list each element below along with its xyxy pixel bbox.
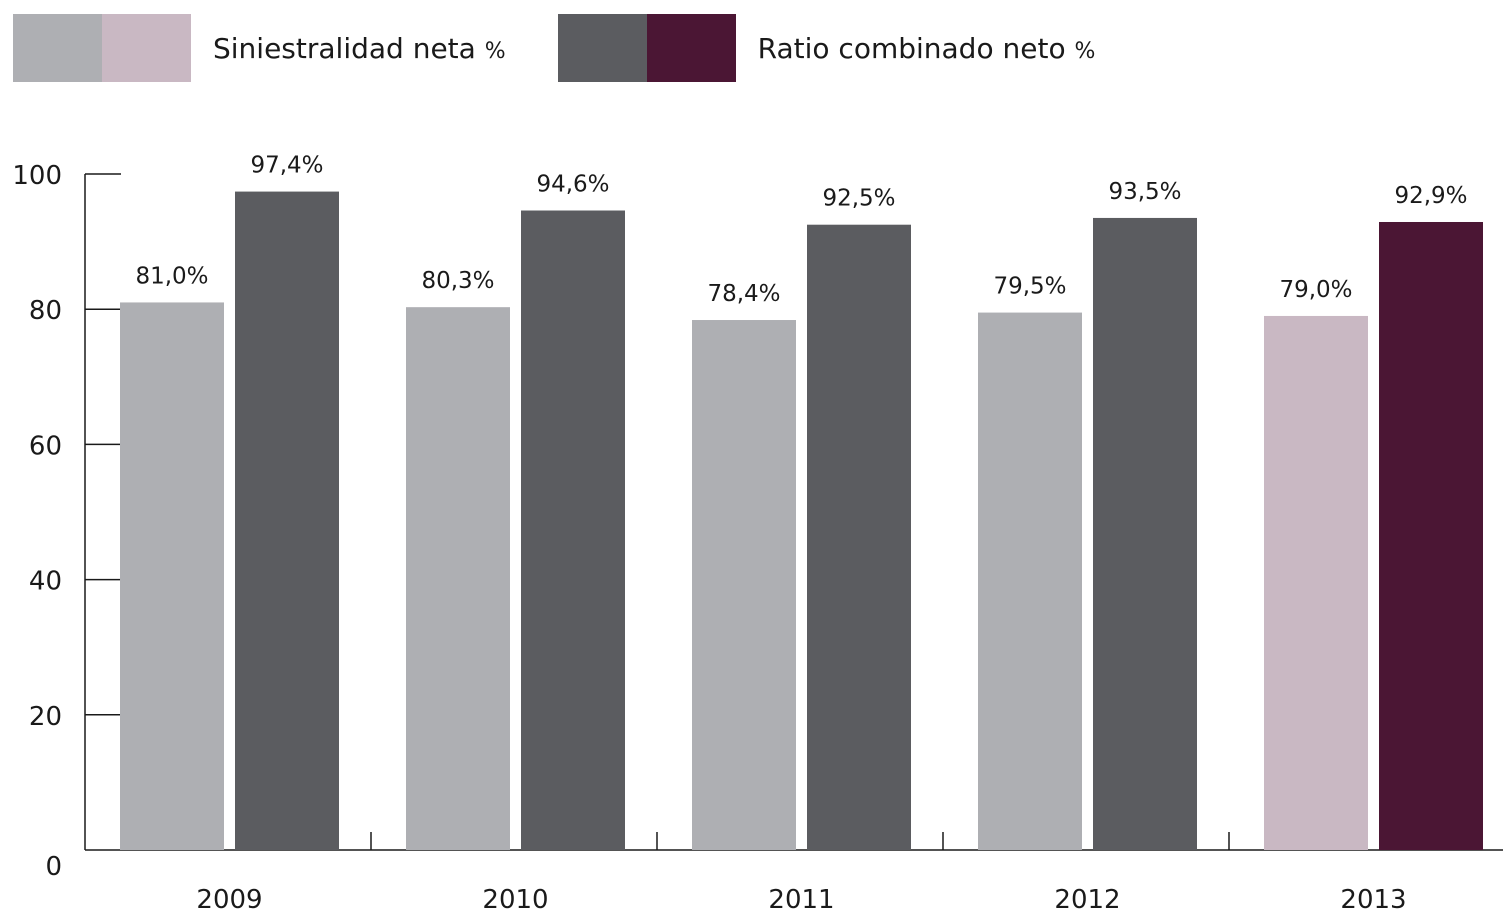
bar	[1093, 217, 1197, 850]
legend-swatch-color	[13, 14, 102, 82]
legend-swatch-highlight-color	[102, 14, 191, 82]
legend-swatch-color	[557, 14, 647, 82]
legend-label-ratio-combinado: Ratio combinado neto %	[758, 32, 1096, 65]
chart-legend: Siniestralidad neta % Ratio combinado ne…	[13, 14, 1095, 82]
legend-label-siniestralidad: Siniestralidad neta %	[213, 32, 506, 65]
y-tick-label: 100	[12, 161, 62, 191]
legend-swatch-highlight-color	[646, 14, 736, 82]
y-tick-label: 20	[29, 702, 62, 732]
bar	[1264, 315, 1368, 851]
legend-item-ratio-combinado: Ratio combinado neto %	[557, 14, 1096, 82]
data-label: 79,5%	[993, 274, 1066, 300]
bar	[120, 302, 224, 850]
data-label: 93,5%	[1108, 179, 1181, 205]
data-label: 80,3%	[421, 268, 494, 294]
legend-item-siniestralidad: Siniestralidad neta %	[13, 14, 506, 82]
data-label: 92,9%	[1394, 183, 1467, 209]
x-tick-label: 2011	[768, 885, 834, 915]
data-label: 92,5%	[822, 186, 895, 212]
legend-label-unit: %	[484, 38, 506, 64]
data-label: 97,4%	[250, 153, 323, 179]
bar	[406, 307, 510, 850]
bar	[692, 320, 796, 850]
data-label: 79,0%	[1279, 277, 1352, 303]
bar	[521, 210, 625, 850]
data-label: 78,4%	[707, 281, 780, 307]
bar	[807, 224, 911, 850]
y-tick-label: 40	[29, 567, 62, 597]
x-tick-label: 2013	[1340, 885, 1406, 915]
legend-swatch-siniestralidad	[13, 14, 191, 82]
legend-swatch-ratio-combinado	[557, 14, 736, 82]
legend-label-text: Siniestralidad neta	[213, 31, 476, 65]
legend-label-text: Ratio combinado neto	[757, 31, 1066, 65]
bar	[235, 191, 339, 851]
legend-label-unit: %	[1074, 38, 1096, 64]
y-tick-label: 60	[29, 431, 62, 461]
x-tick-label: 2012	[1054, 885, 1120, 915]
y-tick-label: 0	[45, 852, 62, 882]
bar	[978, 312, 1082, 851]
x-tick-label: 2009	[196, 885, 262, 915]
y-tick-label: 80	[29, 296, 62, 326]
data-label: 81,0%	[135, 263, 208, 289]
x-tick-label: 2010	[482, 885, 548, 915]
bar	[1379, 221, 1483, 851]
data-label: 94,6%	[536, 172, 609, 198]
